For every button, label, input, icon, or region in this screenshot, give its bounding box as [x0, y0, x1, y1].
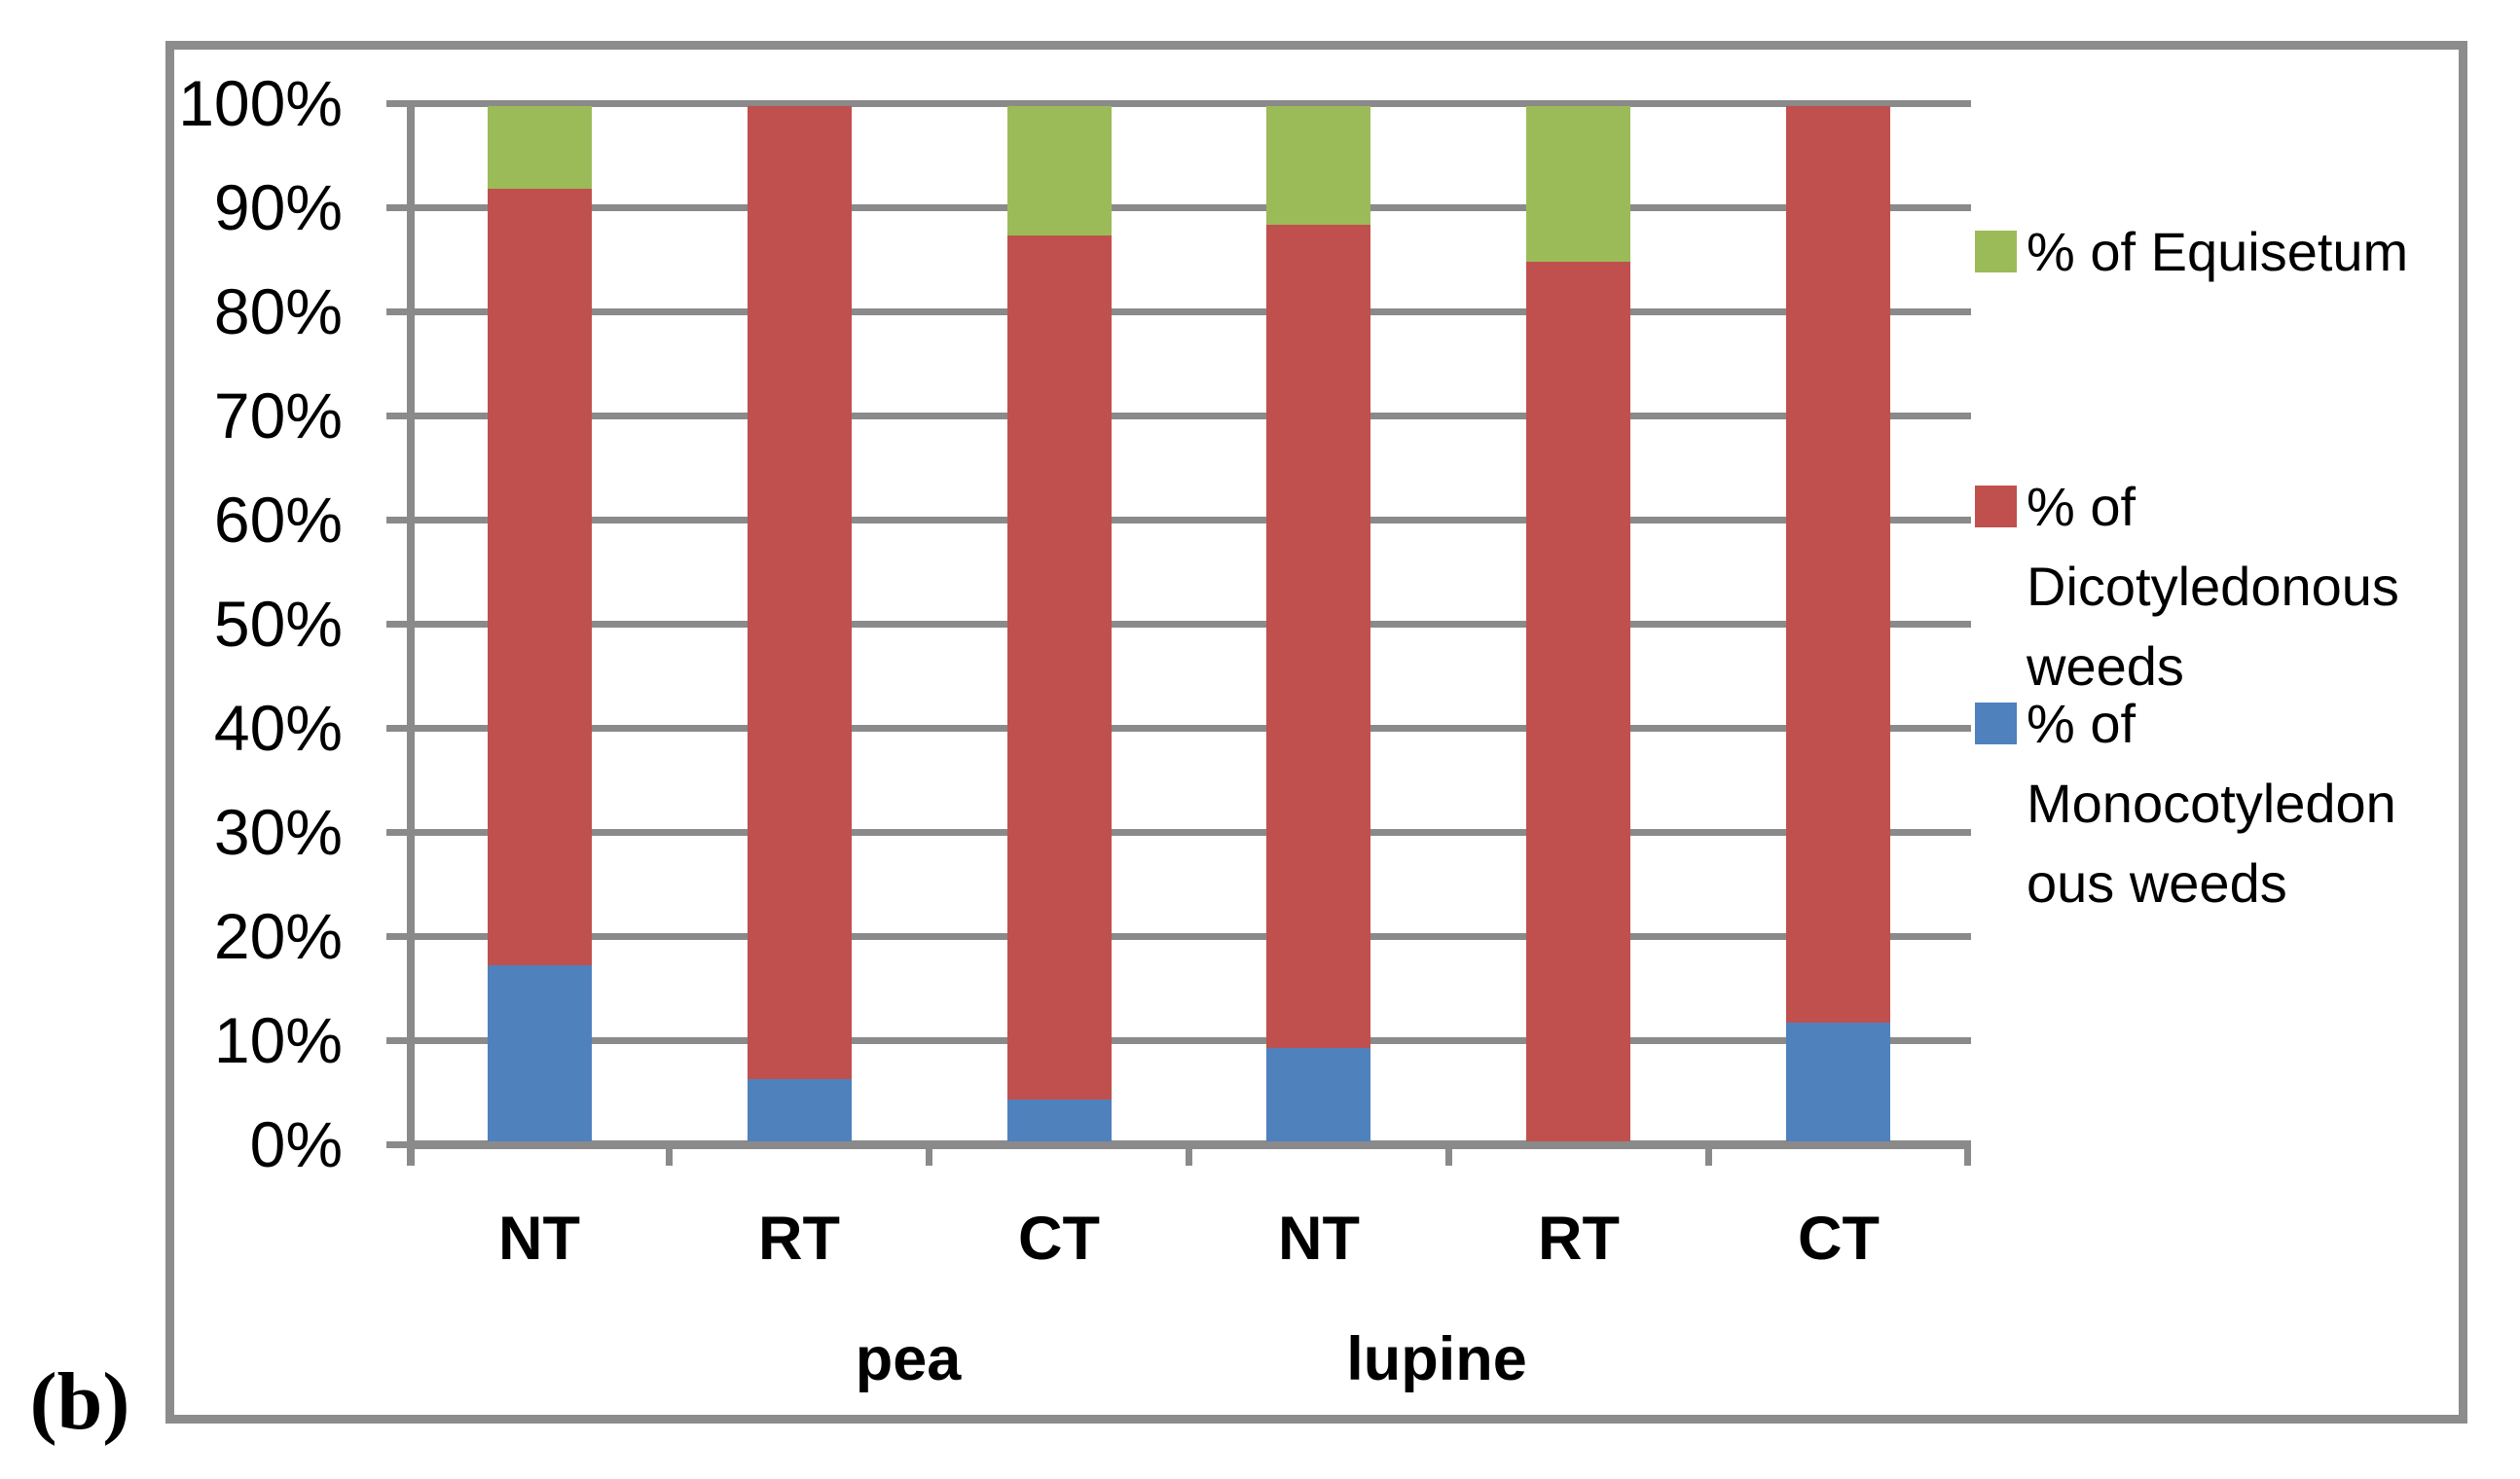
x-axis-boundary-tick — [1186, 1144, 1192, 1166]
bar-segment--of-monocotyledonous-weeds-4 — [1266, 1048, 1370, 1141]
bar-segment--of-equisetum-4 — [1266, 106, 1370, 225]
x-axis-label-nt-1: NT — [498, 1205, 580, 1273]
y-axis-tick — [386, 517, 410, 523]
y-axis-tick — [386, 933, 410, 940]
gridline — [410, 1037, 1971, 1044]
bar-segment--of-dicotyledonous-weeds-4 — [1266, 225, 1370, 1048]
gridline — [410, 204, 1971, 211]
legend-swatch-equisetum — [1975, 231, 2017, 272]
gridline — [410, 308, 1971, 315]
legend-label-line: % of Equisetum — [2027, 221, 2409, 282]
x-axis-group-label-lupine: lupine — [1346, 1325, 1527, 1393]
legend-label-line: ous weeds — [2027, 852, 2287, 914]
gridline — [410, 517, 1971, 523]
bar-segment--of-equisetum-1 — [488, 106, 592, 189]
gridline — [410, 621, 1971, 628]
x-axis-boundary-tick — [407, 1144, 414, 1166]
y-axis-label: 20% — [213, 900, 343, 972]
legend-label-line: Monocotyledon — [2027, 773, 2396, 834]
y-axis-tick — [386, 621, 410, 628]
legend-label-dicotyledonous: % of Dicotyledonous weeds — [2027, 467, 2399, 706]
bar-segment--of-dicotyledonous-weeds-3 — [1007, 235, 1112, 1100]
legend-label-line: % of — [2027, 476, 2137, 537]
y-axis-tick — [386, 725, 410, 732]
y-axis-tick — [386, 204, 410, 211]
figure-label: (b) — [29, 1356, 130, 1447]
y-axis-tick — [386, 100, 410, 107]
y-axis-label: 70% — [213, 379, 343, 451]
legend-swatch-monocotyledonous — [1975, 703, 2017, 744]
bar-segment--of-monocotyledonous-weeds-6 — [1786, 1023, 1890, 1141]
gridline — [410, 725, 1971, 732]
bar-segment--of-monocotyledonous-weeds-1 — [488, 965, 592, 1141]
legend-swatch-dicotyledonous — [1975, 486, 2017, 527]
bar-segment--of-equisetum-3 — [1007, 106, 1112, 235]
gridline — [410, 100, 1971, 107]
legend-label-line: % of — [2027, 693, 2137, 754]
legend-label-line: weeds — [2027, 635, 2184, 697]
y-axis-tick — [386, 1141, 410, 1148]
x-axis-label-nt-4: NT — [1278, 1205, 1360, 1273]
x-axis-label-rt-5: RT — [1538, 1205, 1620, 1273]
x-axis-boundary-tick — [1445, 1144, 1452, 1166]
x-axis-label-rt-2: RT — [758, 1205, 840, 1273]
x-axis-label-ct-3: CT — [1018, 1205, 1100, 1273]
y-axis-label: 0% — [249, 1108, 343, 1180]
y-axis-label: 80% — [213, 275, 343, 347]
x-axis-boundary-tick — [1964, 1144, 1971, 1166]
gridline — [410, 413, 1971, 419]
bar-segment--of-monocotyledonous-weeds-2 — [748, 1079, 852, 1141]
bar-segment--of-dicotyledonous-weeds-1 — [488, 189, 592, 965]
y-axis-label: 30% — [213, 796, 343, 868]
y-axis-label: 50% — [213, 588, 343, 660]
y-axis-tick — [386, 1037, 410, 1044]
y-axis-label: 100% — [178, 67, 343, 139]
y-axis-label: 40% — [213, 692, 343, 764]
y-axis-line — [407, 103, 415, 1166]
gridline — [410, 829, 1971, 836]
legend-label-equisetum: % of Equisetum — [2027, 212, 2408, 292]
bar-segment--of-dicotyledonous-weeds-6 — [1786, 106, 1890, 1023]
x-axis-group-label-pea: pea — [855, 1325, 962, 1393]
legend-label-monocotyledonous: % of Monocotyledon ous weeds — [2027, 684, 2396, 923]
bar-segment--of-dicotyledonous-weeds-5 — [1526, 262, 1630, 1141]
bar-segment--of-equisetum-5 — [1526, 106, 1630, 262]
x-axis-label-ct-6: CT — [1798, 1205, 1880, 1273]
y-axis-tick — [386, 308, 410, 315]
bar-segment--of-dicotyledonous-weeds-2 — [748, 106, 852, 1079]
y-axis-tick — [386, 829, 410, 836]
y-axis-label: 10% — [213, 1004, 343, 1076]
x-axis-boundary-tick — [666, 1144, 673, 1166]
x-axis-boundary-tick — [1705, 1144, 1712, 1166]
y-axis-tick — [386, 413, 410, 419]
bar-segment--of-monocotyledonous-weeds-3 — [1007, 1100, 1112, 1141]
gridline — [410, 933, 1971, 940]
y-axis-label: 60% — [213, 484, 343, 556]
legend-label-line: Dicotyledonous — [2027, 556, 2399, 617]
x-axis-boundary-tick — [926, 1144, 932, 1166]
y-axis-label: 90% — [213, 171, 343, 243]
